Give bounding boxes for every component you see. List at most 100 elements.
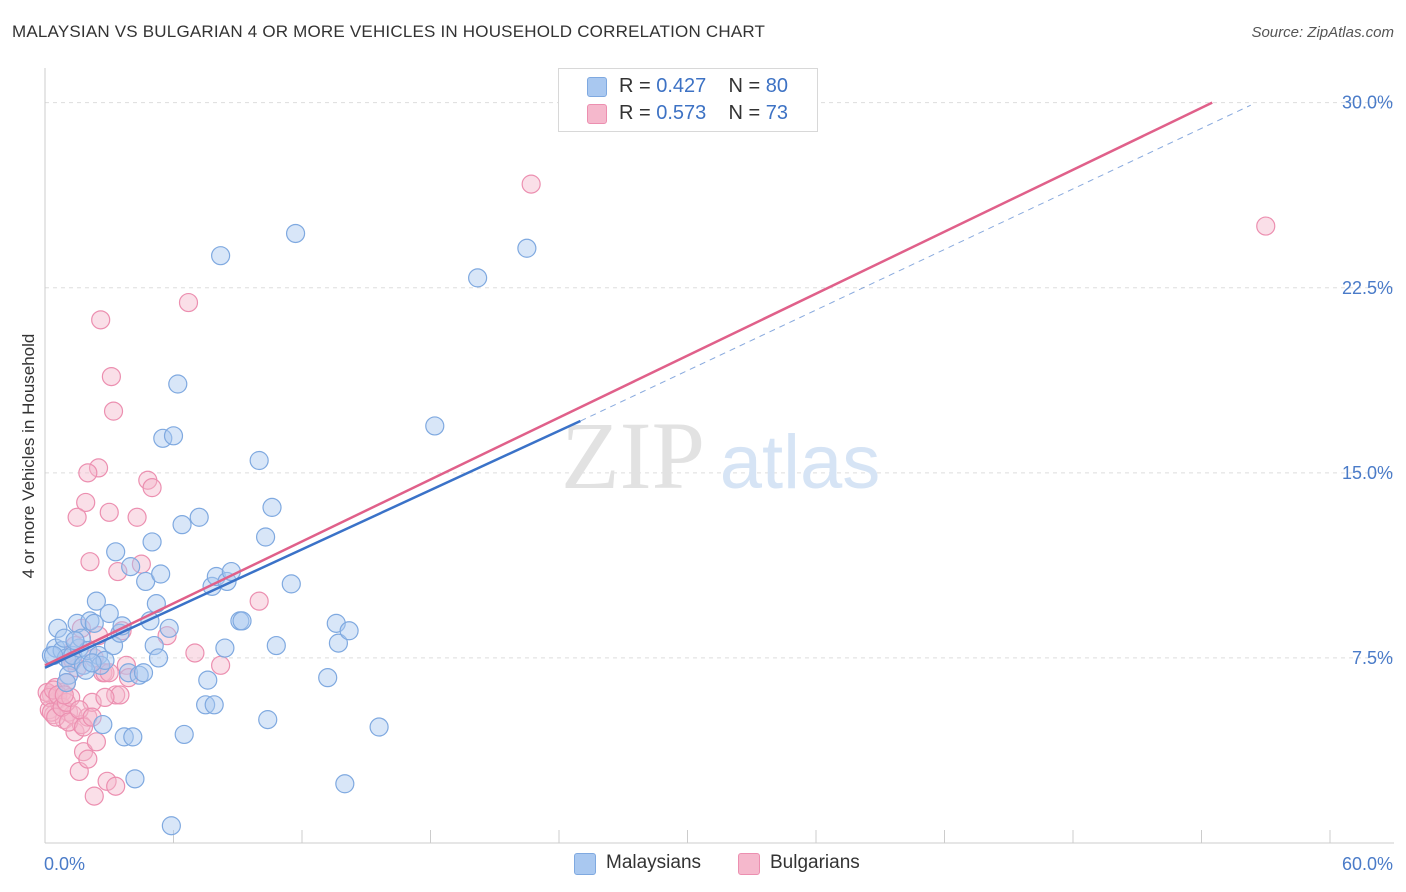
malaysian-point-40: [159, 618, 179, 638]
malaysians-points: [41, 223, 537, 836]
bulgarian-point-40: [142, 478, 162, 498]
malaysian-point-42: [163, 426, 184, 446]
bulgarian-point-32: [108, 561, 128, 582]
bulgarian-point-56: [58, 712, 79, 732]
malaysian-point-43: [168, 374, 188, 394]
legend-label-bulgarians: Bulgarians: [770, 852, 860, 873]
malaysians-trend-line: [44, 419, 581, 669]
x-tick-label-1: 60.0%: [1342, 854, 1393, 874]
bulgarian-point-43: [185, 643, 205, 663]
malaysian-point-67: [328, 633, 349, 653]
legend-n-label: N =: [728, 102, 761, 124]
malaysian-point-35: [144, 635, 164, 656]
malaysian-point-64: [285, 223, 306, 244]
malaysian-point-77: [76, 660, 96, 680]
trend-lines: [44, 101, 1251, 669]
malaysian-point-69: [339, 621, 359, 641]
malaysian-point-27: [121, 557, 141, 577]
malaysian-point-50: [204, 695, 224, 715]
malaysian-point-20: [99, 603, 119, 624]
bulgarian-point-22: [86, 732, 107, 752]
legend-label-malaysians: Malaysians: [606, 852, 702, 873]
legend-swatch-bulgarians: [738, 853, 760, 875]
legend-r-label: R =: [619, 102, 651, 124]
bulgarian-point-66: [95, 687, 115, 708]
malaysian-point-78: [82, 653, 102, 673]
malaysian-point-15: [86, 591, 107, 611]
y-tick-label-0: 7.5%: [1352, 648, 1393, 668]
bulgarians-trend-line: [44, 101, 1213, 667]
malaysian-point-14: [84, 613, 104, 633]
bulgarian-point-70: [78, 463, 98, 483]
legend-n-label: N =: [728, 75, 761, 97]
legend-n-value: 80: [765, 75, 789, 97]
y-tick-label-1: 15.0%: [1342, 463, 1393, 483]
legend-swatch-blue: [587, 77, 607, 97]
legend-swatch-malaysians: [574, 853, 596, 875]
watermark-zip: ZIP: [561, 402, 705, 509]
chart-title: MALAYSIAN VS BULGARIAN 4 OR MORE VEHICLE…: [12, 22, 766, 41]
legend-r-value: 0.427: [656, 75, 707, 97]
bulgarian-point-69: [67, 507, 87, 527]
malaysian-point-18: [93, 714, 113, 735]
y-tick-label-3: 30.0%: [1342, 93, 1393, 113]
malaysian-point-37: [148, 648, 169, 668]
malaysian-point-57: [232, 611, 252, 631]
zipatlas-watermark: ZIP atlas: [561, 402, 880, 509]
bulgarian-point-19: [80, 552, 100, 572]
malaysian-point-73: [517, 238, 537, 258]
malaysian-point-45: [174, 724, 194, 745]
malaysian-point-53: [215, 638, 235, 658]
malaysian-point-52: [211, 246, 231, 266]
malaysian-point-29: [125, 769, 145, 789]
y-axis-label: 4 or more Vehicles in Household: [19, 334, 38, 579]
malaysian-point-60: [258, 710, 278, 730]
legend-r-label: R =: [619, 75, 651, 97]
malaysian-point-63: [281, 574, 301, 594]
malaysian-point-70: [369, 717, 389, 737]
malaysians-trend-extension: [580, 104, 1251, 422]
bulgarian-point-37: [127, 507, 147, 527]
bulgarian-point-23: [88, 458, 109, 478]
malaysian-point-31: [133, 663, 154, 683]
correlation-legend: R = 0.427 N = 80 R = 0.573 N = 73: [558, 68, 818, 132]
malaysian-point-46: [189, 507, 209, 527]
malaysian-point-68: [335, 774, 355, 794]
malaysian-point-48: [198, 670, 218, 690]
malaysian-point-62: [266, 635, 286, 656]
bulgarian-point-71: [54, 685, 74, 705]
bulgarian-point-68: [106, 776, 126, 796]
malaysian-point-34: [142, 532, 162, 552]
bulgarian-point-42: [178, 292, 199, 313]
legend-n-value: 73: [765, 102, 789, 124]
bulgarian-point-29: [101, 366, 121, 387]
watermark-atlas: atlas: [720, 420, 881, 505]
malaysian-point-41: [161, 816, 181, 836]
x-tick-labels: 0.0% 60.0%: [44, 854, 1393, 874]
malaysian-point-28: [123, 727, 143, 747]
malaysian-point-22: [106, 542, 126, 562]
bulgarian-point-35: [116, 655, 136, 675]
bulgarian-point-63: [82, 707, 102, 727]
bulgarian-point-47: [1256, 216, 1276, 236]
source-credit: Source: ZipAtlas.com: [1251, 24, 1394, 41]
malaysian-point-38: [151, 564, 171, 584]
malaysian-point-65: [318, 668, 338, 688]
y-tick-label-2: 22.5%: [1342, 278, 1393, 298]
bulgarian-point-24: [91, 310, 111, 330]
bulgarian-point-44: [211, 655, 231, 675]
malaysian-point-58: [249, 450, 269, 471]
bulgarian-point-52: [46, 707, 66, 727]
malaysian-point-71: [425, 416, 445, 436]
bulgarian-point-30: [103, 401, 124, 421]
malaysian-point-79: [56, 672, 77, 693]
malaysian-point-72: [468, 268, 488, 288]
bulgarian-point-28: [99, 502, 119, 522]
x-tick-label-0: 0.0%: [44, 854, 85, 874]
malaysian-point-2: [48, 618, 68, 638]
bulgarian-point-45: [249, 591, 269, 611]
y-tick-labels: 7.5% 15.0% 22.5% 30.0%: [1342, 93, 1393, 668]
legend-swatch-pink: [587, 104, 607, 124]
bulgarian-point-17: [76, 492, 96, 513]
legend-r-value: 0.573: [656, 102, 707, 124]
